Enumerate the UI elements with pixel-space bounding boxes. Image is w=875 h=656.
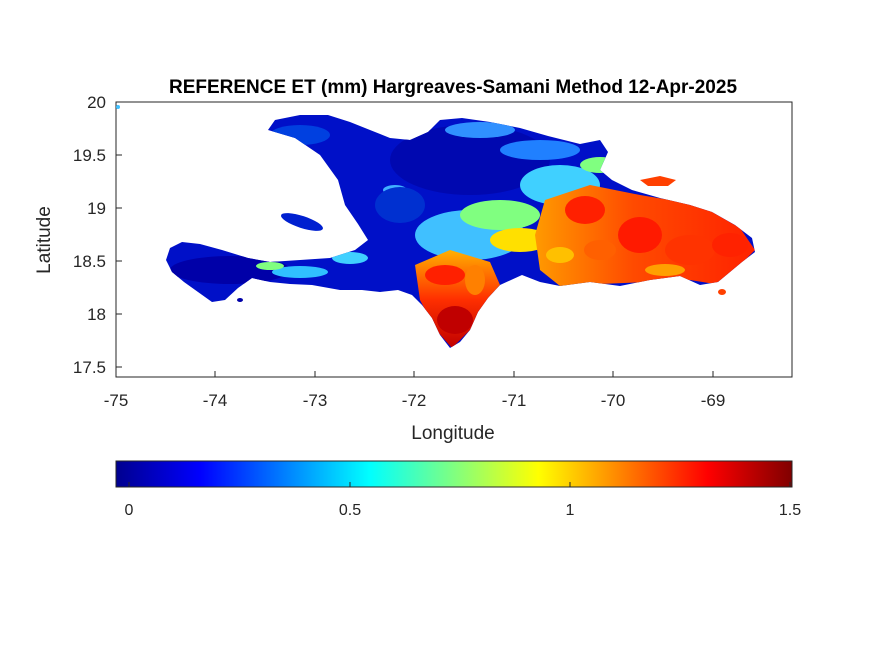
y-tick-label: 20 (87, 93, 106, 112)
et-raster (116, 105, 755, 348)
samana-peninsula (640, 176, 676, 186)
zone-southwest-peninsula (170, 256, 290, 284)
x-tick-label: -74 (203, 391, 228, 410)
x-tick-label: -73 (303, 391, 328, 410)
x-axis-label: Longitude (411, 423, 494, 444)
colorbar-tick-label: 0.5 (339, 502, 361, 519)
et-zones (170, 122, 755, 348)
y-tick-label: 18 (87, 305, 106, 324)
y-tick-label: 19 (87, 199, 106, 218)
y-axis-label: Latitude (34, 206, 55, 274)
x-tick-label: -72 (402, 391, 427, 410)
x-tick-label: -69 (701, 391, 726, 410)
colorbar-tick-label: 0 (125, 502, 134, 519)
map-title: REFERENCE ET (mm) Hargreaves-Samani Meth… (169, 77, 737, 98)
colorbar-tick-label: 1.5 (779, 502, 801, 519)
zone-north-blue (390, 125, 550, 195)
zone-south-coast-cyan (272, 266, 328, 278)
x-tick-label: -71 (502, 391, 527, 410)
x-tick-label: -75 (104, 391, 129, 410)
colorbar-bar (115, 460, 793, 488)
y-tick-label: 17.5 (73, 358, 106, 377)
saona-island (718, 289, 726, 295)
x-axis-ticks: -75 -74 -73 -72 -71 -70 -69 (104, 371, 726, 410)
y-tick-label: 18.5 (73, 252, 106, 271)
y-tick-label: 19.5 (73, 146, 106, 165)
gonave-island (280, 213, 324, 231)
y-axis-ticks: 20 19.5 19 18.5 18 17.5 (73, 93, 122, 377)
colorbar-tick-label: 1 (566, 502, 575, 519)
x-tick-label: -70 (601, 391, 626, 410)
colorbar: 0 0.5 1 1.5 (115, 460, 801, 519)
